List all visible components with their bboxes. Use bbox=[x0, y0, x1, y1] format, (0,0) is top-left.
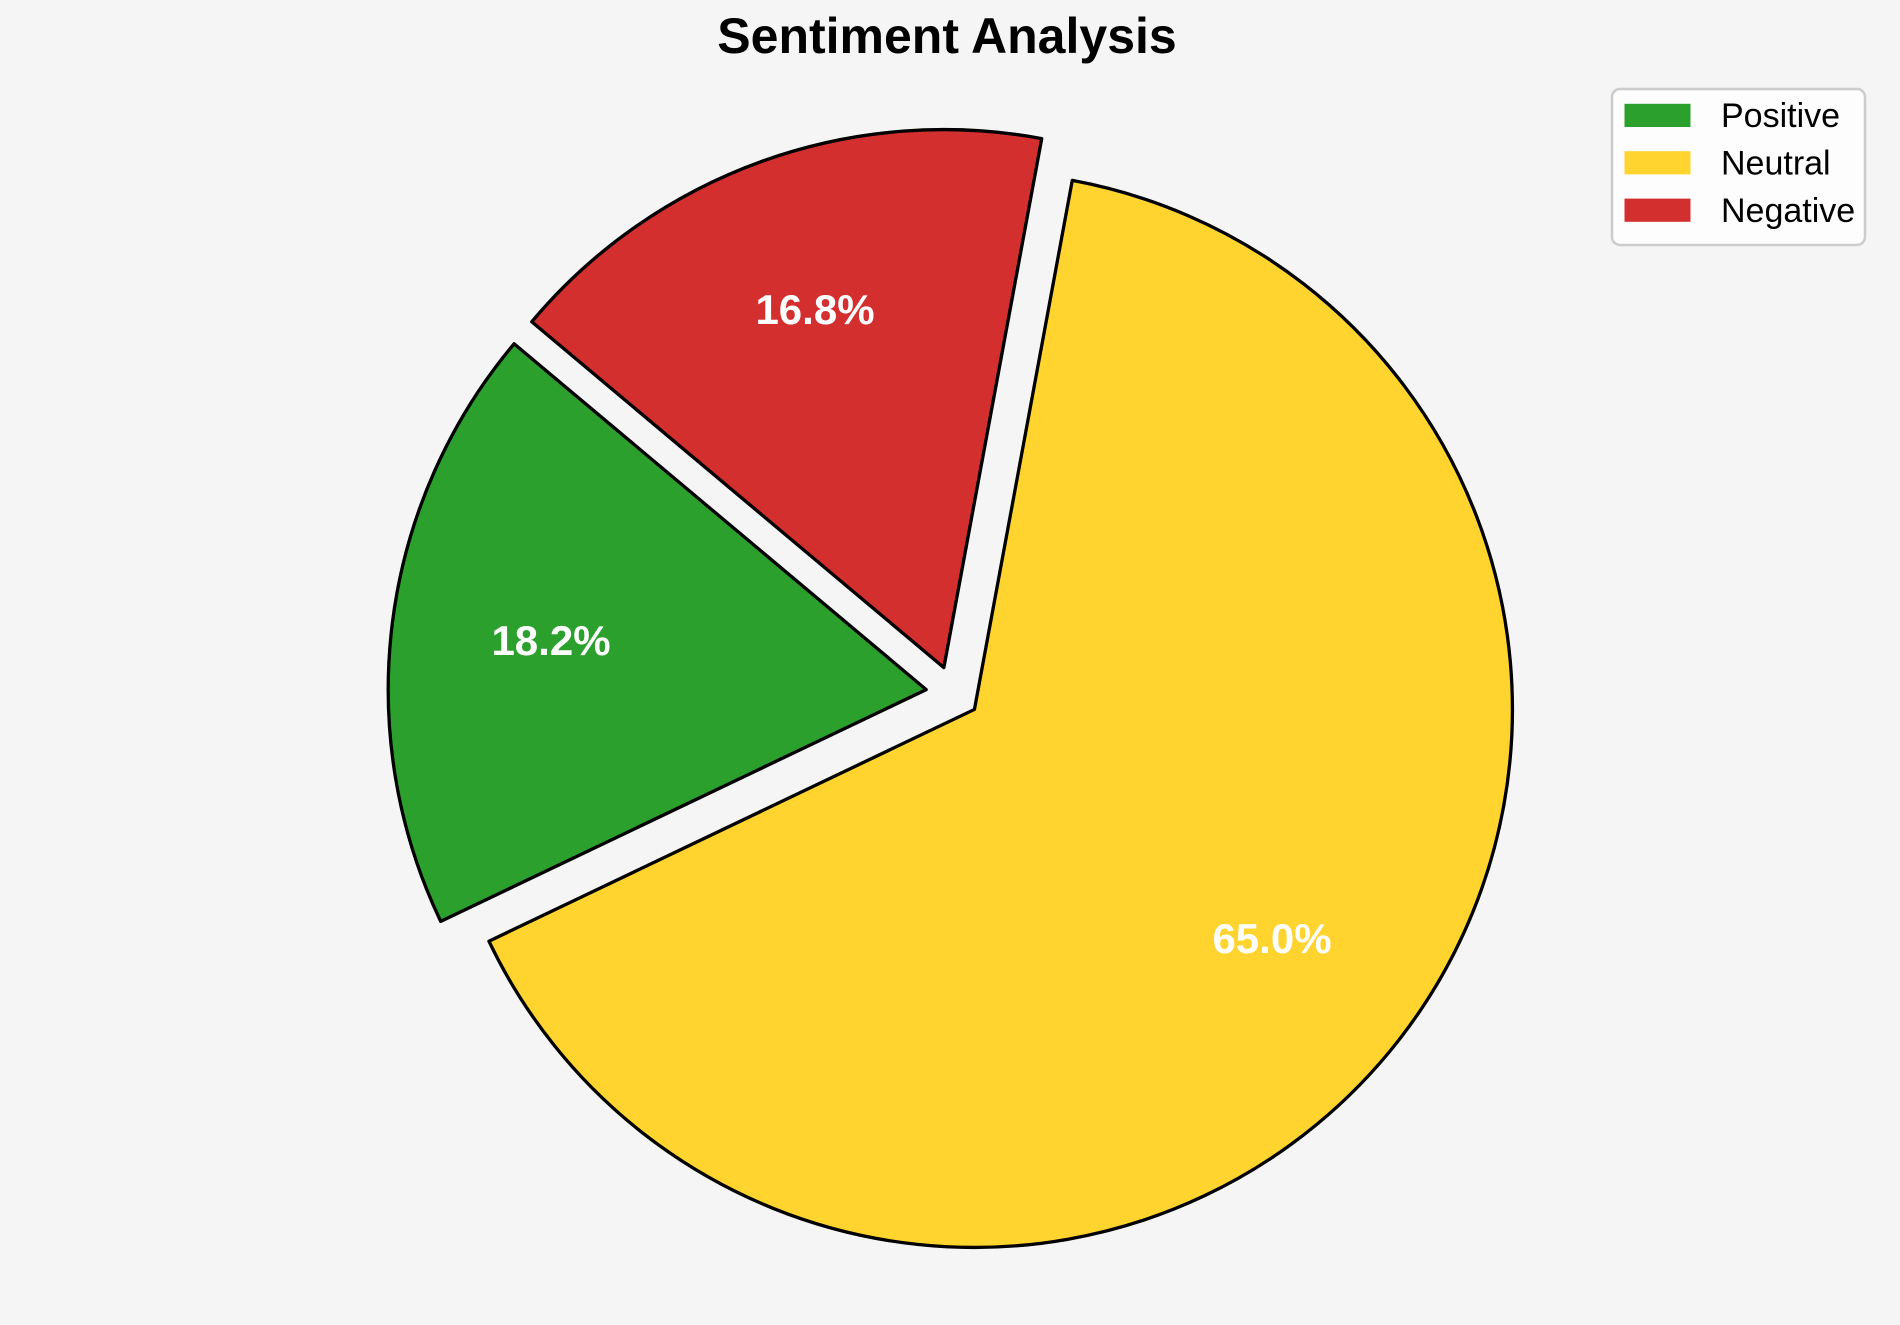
svg-text:Neutral: Neutral bbox=[1721, 144, 1831, 182]
svg-text:65.0%: 65.0% bbox=[1212, 915, 1331, 962]
svg-text:Negative: Negative bbox=[1721, 192, 1855, 230]
svg-text:18.2%: 18.2% bbox=[491, 617, 610, 664]
svg-text:Sentiment Analysis: Sentiment Analysis bbox=[717, 8, 1176, 64]
svg-text:16.8%: 16.8% bbox=[755, 286, 874, 333]
svg-text:Positive: Positive bbox=[1721, 97, 1840, 135]
